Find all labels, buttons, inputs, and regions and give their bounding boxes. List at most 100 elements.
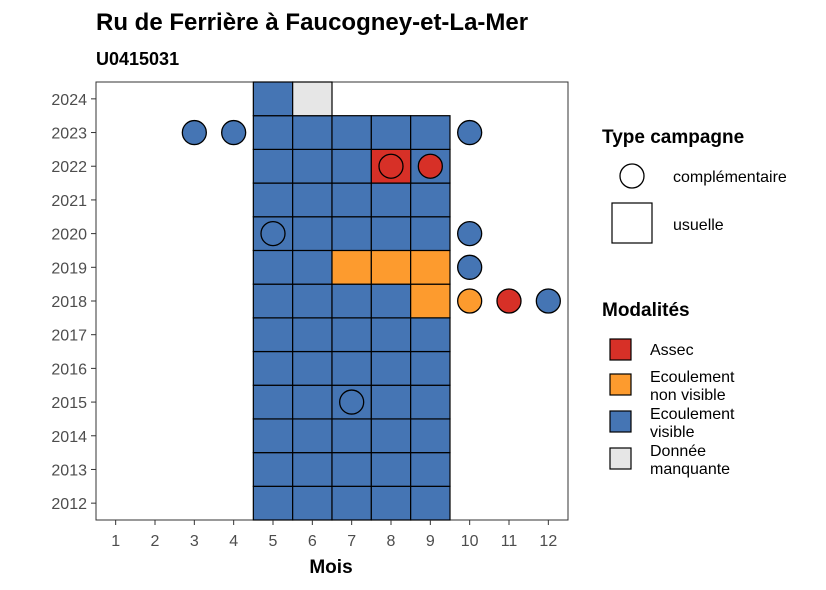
point-2018-11 [496,288,522,314]
tile-2016-9 [410,350,451,386]
tile-2015-9 [410,384,451,420]
point-2018-10 [457,288,483,314]
legend-square-key [611,202,653,244]
tile-2021-8 [370,182,412,218]
tile-2016-5 [252,350,294,386]
tile-2020-7 [331,216,372,252]
tile-2012-5 [252,485,294,521]
tile-2024-6 [292,81,333,117]
tile-2019-5 [252,249,294,285]
y-tick-label: 2016 [51,361,87,378]
tile-2013-8 [370,452,412,487]
tile-2022-5 [252,148,294,184]
tile-2014-5 [252,418,294,454]
x-tick-label: 12 [539,533,557,550]
tile-2023-8 [370,115,412,150]
tile-2023-5 [252,115,294,150]
tile-2018-9 [410,283,451,319]
y-tick-label: 2015 [51,395,87,412]
tile-2018-5 [252,283,294,319]
x-tick-label: 11 [501,533,518,550]
tile-2017-9 [410,317,451,353]
tile-2023-9 [410,115,451,150]
tile-2015-8 [370,384,412,420]
legend-key-label: non visible [650,387,726,404]
tile-2012-6 [292,485,333,521]
tile-2012-9 [410,485,451,521]
x-tick-label: 4 [229,533,238,550]
x-tick-label: 10 [461,533,479,550]
tile-2013-6 [292,452,333,487]
tile-2018-7 [331,283,372,319]
point-2023-4 [221,119,247,146]
tile-2021-6 [292,182,333,218]
tile-2018-8 [370,283,412,319]
x-tick-label: 8 [387,533,396,550]
y-tick-label: 2014 [51,429,87,446]
y-tick-label: 2017 [51,328,87,345]
legend-modalites-title: Modalités [602,300,690,321]
tile-2016-8 [370,350,412,386]
tile-2014-8 [370,418,412,454]
y-tick-label: 2024 [51,92,87,109]
legend-type-label: complémentaire [673,169,787,186]
legend-type-label: usuelle [673,217,724,234]
tile-2019-9 [410,249,451,285]
tile-2021-5 [252,182,294,218]
tile-2014-9 [410,418,451,454]
tile-2024-5 [252,81,294,117]
tile-2012-8 [370,485,412,521]
legend-key-swatch [609,410,632,433]
x-tick-label: 1 [111,533,120,550]
legend-key-label: manquante [650,461,730,478]
x-tick-label: 7 [347,533,356,550]
tile-2020-8 [370,216,412,252]
y-tick-label: 2021 [51,193,87,210]
tile-2016-6 [292,350,333,386]
y-tick-label: 2019 [51,260,87,277]
tile-2018-6 [292,283,333,319]
tile-2016-7 [331,350,372,386]
tile-2013-9 [410,452,451,487]
legend-key-swatch [609,447,632,470]
y-tick-label: 2023 [51,126,87,143]
tile-2020-9 [410,216,451,252]
x-axis-title: Mois [309,557,352,578]
tile-2020-6 [292,216,333,252]
tile-2017-8 [370,317,412,353]
tile-2014-7 [331,418,372,454]
tile-2012-7 [331,485,372,521]
y-tick-label: 2022 [51,159,87,176]
x-tick-label: 3 [190,533,199,550]
legend-circle-key [619,163,645,189]
tile-2022-6 [292,148,333,184]
legend-key-swatch [609,373,632,396]
point-2018-12 [535,288,561,314]
y-axis: 2012 2013 2014 2015 2016 2017 2018 2019 2020 2021… [51,92,96,513]
tile-2017-6 [292,317,333,353]
point-2020-5 [260,220,286,247]
tile-2015-5 [252,384,294,420]
point-2020-10 [457,220,483,247]
x-tick-label: 6 [308,533,317,550]
tile-2017-7 [331,317,372,353]
plot-area [95,81,569,521]
point-2022-9 [417,153,443,179]
legend-key-label: Ecoulement [650,369,735,386]
tile-2022-7 [331,148,372,184]
tile-2017-5 [252,317,294,353]
x-tick-label: 2 [151,533,160,550]
tile-2021-7 [331,182,372,218]
chart-title: Ru de Ferrière à Faucogney-et-La-Mer [96,9,528,36]
y-tick-label: 2013 [51,462,87,479]
tile-2023-7 [331,115,372,150]
tile-2019-7 [331,249,372,285]
y-tick-label: 2020 [51,227,87,244]
x-axis: 1 2 3 4 5 6 7 8 9 10 11 12 [111,520,557,550]
point-2019-10 [457,254,483,280]
tile-2021-9 [410,182,451,218]
chart-subtitle: U0415031 [96,49,179,69]
point-2015-7 [339,389,365,415]
point-2023-3 [181,119,207,146]
